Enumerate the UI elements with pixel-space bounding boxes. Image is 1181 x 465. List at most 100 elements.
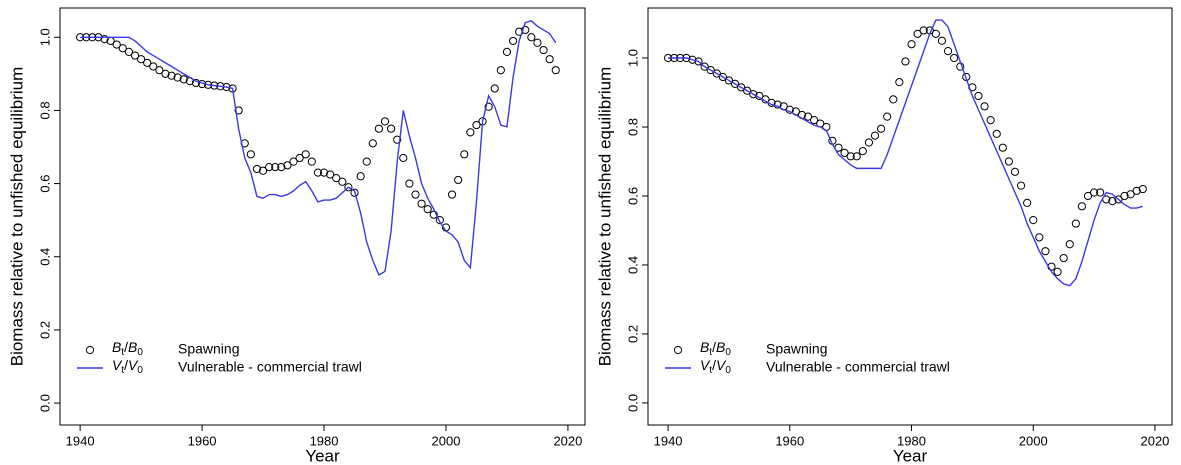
x-axis-title: Year <box>305 446 340 465</box>
data-point <box>810 115 819 125</box>
data-point <box>907 40 916 49</box>
data-point <box>901 57 910 66</box>
data-point <box>319 168 329 177</box>
data-point <box>283 161 292 170</box>
data-point <box>338 177 347 186</box>
data-point <box>124 47 134 56</box>
x-tick-label: 1980 <box>310 433 339 448</box>
data-point <box>362 157 371 166</box>
data-point <box>950 53 959 63</box>
data-point <box>1138 184 1147 194</box>
data-point <box>937 36 947 45</box>
data-point <box>246 150 255 159</box>
plot-frame <box>647 7 1173 426</box>
data-point <box>313 168 323 177</box>
data-point <box>447 190 457 199</box>
data-point <box>155 66 164 75</box>
data-point <box>374 124 384 133</box>
data-point <box>423 205 432 214</box>
data-point <box>1077 202 1087 211</box>
legend-marker <box>673 345 683 355</box>
legend-label: Spawning <box>178 341 240 357</box>
x-tick-label: 1940 <box>654 433 683 448</box>
y-tick-label: 1.0 <box>37 28 52 46</box>
data-point <box>521 25 530 35</box>
data-point <box>1041 247 1050 256</box>
data-point <box>1053 267 1062 276</box>
data-point <box>858 147 867 156</box>
data-point <box>889 95 898 104</box>
data-point <box>136 55 146 64</box>
data-point <box>429 210 438 219</box>
y-tick-label: 0.4 <box>37 248 52 266</box>
data-point <box>706 65 715 75</box>
data-point <box>1114 195 1123 204</box>
data-point <box>1059 253 1068 263</box>
data-point <box>417 199 426 208</box>
y-tick-label: 0.0 <box>37 394 52 412</box>
data-point <box>118 44 127 53</box>
y-tick-label: 0.8 <box>625 118 640 136</box>
x-axis-title: Year <box>893 446 928 465</box>
y-tick-label: 0.2 <box>37 321 52 339</box>
x-tick-label: 2000 <box>1019 433 1048 448</box>
data-point <box>992 129 1001 138</box>
y-tick-label: 0.0 <box>625 394 640 412</box>
data-point <box>864 138 874 147</box>
data-point <box>143 58 152 67</box>
data-point <box>700 62 709 71</box>
data-point <box>326 170 335 179</box>
legend-symbol: Bt/B0 <box>112 339 143 358</box>
data-point <box>1108 197 1117 206</box>
x-tick-label: 1960 <box>188 433 217 448</box>
data-point <box>876 124 886 133</box>
data-point <box>718 72 727 82</box>
data-point <box>508 36 518 46</box>
legend-symbol: Vt/V0 <box>700 357 731 376</box>
data-point <box>1035 233 1044 242</box>
data-point <box>986 115 995 125</box>
data-point <box>998 143 1007 152</box>
data-point <box>533 38 542 47</box>
data-point <box>895 78 904 87</box>
legend-label: Spawning <box>766 341 828 357</box>
data-point <box>545 55 554 64</box>
data-point <box>277 163 286 172</box>
data-point <box>1029 216 1038 225</box>
data-point <box>301 150 310 159</box>
data-point <box>1004 157 1013 166</box>
data-point <box>1120 191 1129 201</box>
x-tick-label: 1980 <box>897 433 926 448</box>
data-point <box>393 135 402 144</box>
data-point <box>749 90 758 99</box>
data-point <box>167 71 176 80</box>
data-point <box>496 66 505 75</box>
y-tick-label: 0.8 <box>37 101 52 119</box>
data-point <box>712 69 721 78</box>
legend-symbol: Bt/B0 <box>700 339 731 358</box>
data-point <box>295 153 304 163</box>
data-point <box>1023 198 1032 207</box>
x-tick-label: 2020 <box>553 433 582 448</box>
data-point <box>1065 240 1074 249</box>
data-point <box>974 91 983 101</box>
data-point <box>840 148 849 157</box>
data-point <box>743 86 752 95</box>
data-point <box>852 152 861 161</box>
data-point <box>344 183 353 192</box>
data-point <box>846 152 855 161</box>
data-point <box>539 45 548 55</box>
data-point <box>307 157 316 166</box>
data-point <box>435 216 444 225</box>
data-point <box>1083 191 1093 201</box>
data-point <box>502 47 512 56</box>
y-tick-label: 0.2 <box>625 325 640 343</box>
data-point <box>484 102 493 111</box>
y-axis-title: Biomass relative to unfished equilibrium <box>595 67 614 367</box>
data-point <box>527 33 536 42</box>
data-point <box>350 188 359 197</box>
data-point <box>289 157 298 166</box>
data-point <box>1089 188 1099 197</box>
data-point <box>803 112 813 121</box>
data-point <box>737 83 746 92</box>
